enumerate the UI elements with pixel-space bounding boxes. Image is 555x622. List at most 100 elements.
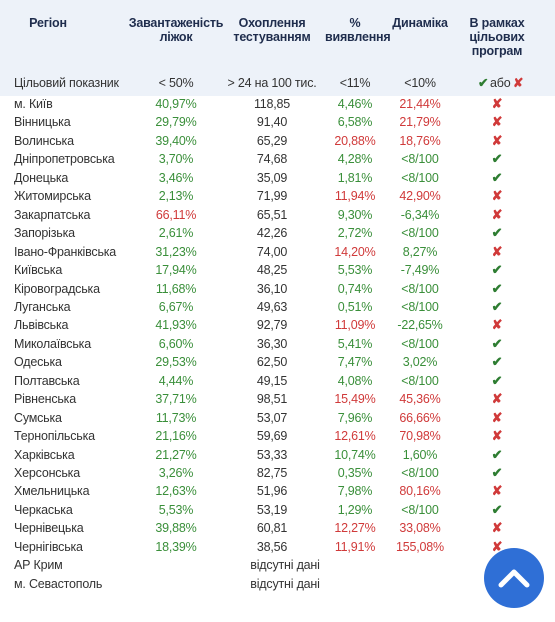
- region-name: Чернігівська: [14, 539, 83, 554]
- status-icon: ✘: [491, 317, 503, 333]
- cell-value: 9,30%: [337, 207, 373, 222]
- cell-value: 4,46%: [337, 97, 373, 111]
- cell-value: 2,72%: [337, 226, 373, 241]
- cell-value: 5,53%: [337, 263, 373, 278]
- status-icon: ✘: [491, 520, 503, 536]
- status-icon: ✔: [491, 501, 503, 517]
- cell-value: 14,20%: [334, 244, 376, 259]
- cell-value: 48,25: [256, 263, 288, 278]
- cell-value: 35,09: [256, 170, 288, 185]
- target-cross: ✘: [513, 76, 524, 90]
- cell-value: 0,35%: [337, 466, 373, 480]
- status-icon: ✘: [491, 428, 503, 444]
- region-name: Полтавська: [14, 373, 80, 388]
- cell-value: <8/100: [401, 299, 439, 314]
- cell-value: 37,71%: [155, 392, 197, 407]
- cell-value: 6,58%: [337, 115, 373, 130]
- status-icon: ✔: [491, 298, 503, 314]
- cell-value: 12,27%: [334, 521, 376, 536]
- cell-value: 2,13%: [158, 189, 194, 204]
- cell-value: 71,99: [256, 189, 288, 204]
- region-name: Тернопільська: [14, 429, 95, 444]
- target-value: <11%: [339, 76, 371, 90]
- cell-value: 40,97%: [155, 97, 197, 111]
- cell-value: 3,02%: [402, 355, 438, 370]
- cell-value: 11,68%: [155, 281, 197, 296]
- cell-value: <8/100: [401, 502, 439, 517]
- status-icon: ✘: [491, 132, 503, 148]
- status-icon: ✘: [491, 188, 503, 204]
- cell-value: <8/100: [401, 336, 439, 351]
- target-label: Цільовий показник: [14, 76, 119, 90]
- scroll-top-button[interactable]: [484, 548, 544, 608]
- status-icon: ✔: [491, 446, 503, 462]
- target-value: < 50%: [158, 76, 194, 90]
- cell-value: 0,51%: [337, 299, 373, 314]
- cell-value: 5,53%: [158, 502, 194, 517]
- region-name: Запорізька: [14, 226, 75, 241]
- region-name: м. Севастополь: [14, 576, 103, 591]
- region-name: Харківська: [14, 447, 75, 462]
- cell-value: 70,98%: [399, 429, 441, 444]
- region-name: Кіровоградська: [14, 281, 100, 296]
- cell-value: <8/100: [401, 281, 439, 296]
- cell-value: 4,28%: [337, 152, 373, 167]
- cell-value: 29,79%: [155, 115, 197, 130]
- target-or: або: [490, 76, 511, 90]
- cell-value: 91,40: [256, 115, 288, 130]
- cell-value: 11,91%: [334, 539, 376, 554]
- column-header: Регіон: [29, 16, 67, 30]
- status-icon: ✔: [491, 465, 503, 480]
- cell-value: 98,51: [256, 392, 288, 407]
- cell-value: 31,23%: [155, 244, 197, 259]
- status-icon: ✘: [491, 96, 503, 111]
- region-name: Київська: [14, 263, 63, 278]
- cell-value: 21,27%: [155, 447, 197, 462]
- cell-value: -7,49%: [400, 263, 440, 278]
- cell-value: 65,51: [256, 207, 288, 222]
- cell-value: 59,69: [256, 429, 288, 444]
- cell-value: 18,39%: [155, 539, 197, 554]
- cell-value: 10,74%: [334, 447, 376, 462]
- cell-value: 17,94%: [155, 263, 197, 278]
- region-name: Волинська: [14, 133, 74, 148]
- region-name: Львівська: [14, 318, 69, 333]
- chevron-icon: [498, 569, 530, 588]
- cell-value: 92,79: [256, 318, 288, 333]
- status-icon: ✔: [491, 354, 503, 370]
- region-name: Хмельницька: [14, 484, 90, 499]
- cell-value: 3,70%: [158, 152, 194, 167]
- region-name: Черкаська: [14, 502, 73, 517]
- cell-value: 155,08%: [396, 539, 444, 554]
- cell-value: 6,60%: [158, 336, 194, 351]
- cell-value: 11,73%: [155, 410, 197, 425]
- status-icon: ✘: [491, 538, 503, 554]
- cell-value: 41,93%: [155, 318, 197, 333]
- cell-value: 82,75: [256, 466, 288, 480]
- cell-value: 38,56: [256, 539, 288, 554]
- cell-value: 118,85: [253, 97, 291, 111]
- cell-value: 7,47%: [337, 355, 373, 370]
- cell-value: 8,27%: [402, 244, 438, 259]
- cell-value: 21,16%: [155, 429, 197, 444]
- cell-value: 60,81: [256, 521, 288, 536]
- status-icon: ✔: [491, 169, 503, 185]
- status-icon: ✘: [491, 206, 503, 222]
- cell-value: 4,44%: [158, 373, 194, 388]
- status-icon: ✔: [491, 151, 503, 167]
- region-name: Чернівецька: [14, 521, 84, 536]
- cell-value: 33,08%: [399, 521, 441, 536]
- cell-value: 45,36%: [399, 392, 441, 407]
- status-icon: ✔: [491, 280, 503, 296]
- cell-value: 1,81%: [337, 170, 373, 185]
- cell-value: 3,26%: [158, 466, 194, 480]
- cell-value: 12,63%: [155, 484, 197, 499]
- cell-value: 11,94%: [334, 189, 376, 204]
- cell-value: 18,76%: [399, 133, 441, 148]
- cell-value: 36,10: [256, 281, 288, 296]
- region-name: Одеська: [14, 355, 62, 370]
- region-name: м. Київ: [14, 97, 53, 111]
- region-name: Вінницька: [14, 115, 71, 130]
- cell-value: 53,07: [256, 410, 288, 425]
- cell-value: 49,15: [256, 373, 288, 388]
